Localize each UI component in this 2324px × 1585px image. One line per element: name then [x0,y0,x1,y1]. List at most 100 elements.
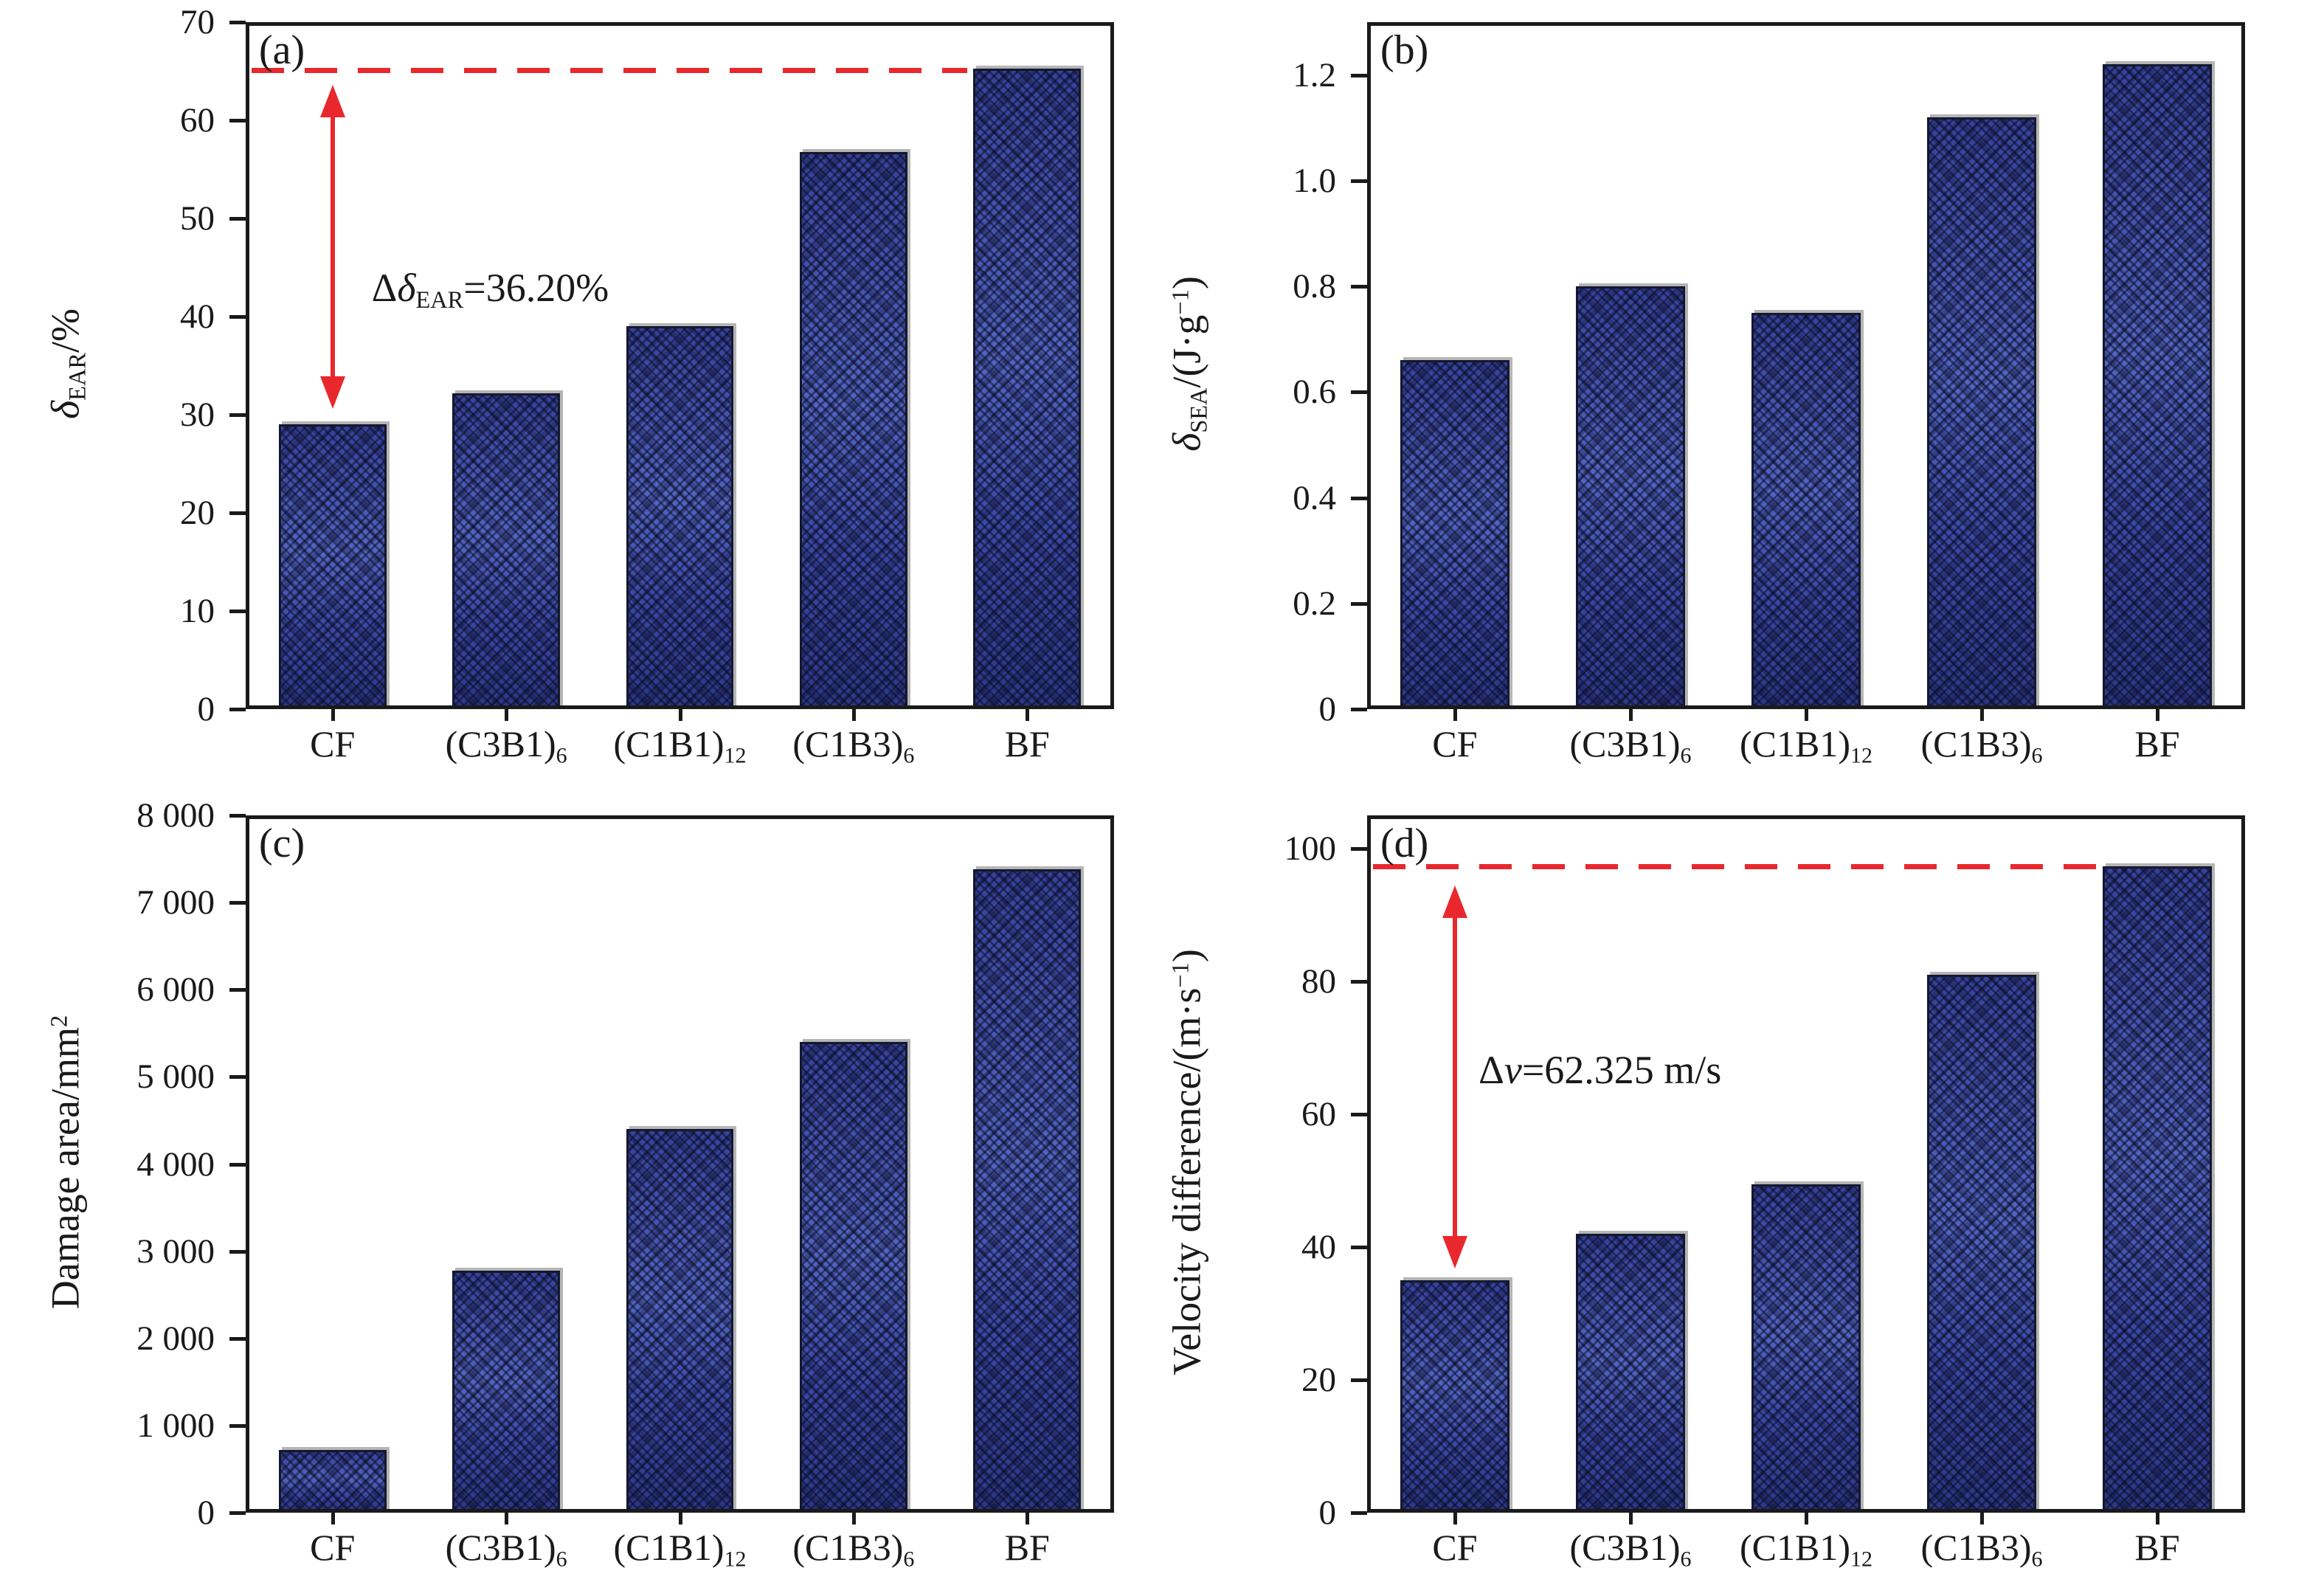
y-tick [229,315,246,319]
y-tick [229,988,246,992]
y-tick-label: 30 [180,396,215,434]
y-tick [229,814,246,818]
y-tick [229,21,246,24]
x-category-label: (C1B1)12 [613,1527,747,1572]
y-tick [229,1423,246,1428]
x-tick [331,1513,335,1524]
x-category-label: CF [310,723,356,764]
y-tick-label: 10 [180,592,215,630]
y-tick-label: 1 000 [136,1406,215,1445]
y-tick-label: 80 [1301,962,1336,1001]
y-tick-label: 60 [180,101,215,139]
arrow-line [330,111,335,382]
y-tick-label: 5 000 [136,1057,215,1097]
plot-frame-a [246,22,1114,709]
y-tick [1351,1511,1367,1515]
y-tick [229,217,246,221]
annotation: ΔδEAR=36.20% [371,265,609,314]
reference-dash-line [252,68,968,74]
y-tick-label: 70 [180,3,215,41]
plot-frame-c [246,815,1114,1513]
y-tick [1351,708,1367,711]
y-tick [229,119,246,122]
plot-frame-d [1367,815,2245,1513]
bar-CF [278,1449,387,1513]
y-tick [229,901,246,905]
x-tick [851,1513,856,1524]
x-category-label: CF [1432,723,1478,764]
bar-C1B36 [1927,117,2036,709]
x-tick [1629,1513,1633,1524]
y-tick-label: 3 000 [136,1232,215,1271]
bar-C3B16 [1576,1234,1685,1513]
bar-BF [973,869,1082,1513]
y-tick [229,1511,246,1515]
bar-C3B16 [452,1270,561,1513]
x-tick [1629,709,1633,721]
bar-C1B36 [1927,975,2036,1513]
bar-C3B16 [452,393,561,709]
y-axis-title: Damage area/mm2 [43,1015,87,1309]
y-axis-title: Velocity difference/(m·s−1) [1164,948,1208,1375]
bar-C1B112 [1751,312,1861,709]
y-tick [1351,980,1367,984]
x-category-label: BF [2134,1527,2180,1568]
y-tick [1351,601,1367,606]
y-tick-label: 0 [1318,690,1337,728]
panel-tag: (b) [1380,27,1429,73]
x-category-label: CF [310,1527,356,1568]
x-category-label: BF [1004,723,1050,764]
x-category-label: (C3B1)6 [445,1527,567,1572]
y-tick [1351,285,1367,289]
y-tick-label: 20 [180,494,215,532]
bar-C1B112 [1751,1184,1861,1513]
y-axis-title: δSEA/(J·g−1) [1164,275,1213,452]
y-tick [1351,1113,1367,1116]
x-category-label: CF [1432,1527,1478,1568]
panel-tag: (c) [259,821,305,866]
bar-C1B36 [799,1042,907,1513]
y-tick [1351,496,1367,500]
bar-C1B112 [626,1129,734,1513]
arrow-head-down [319,376,345,410]
bar-CF [278,424,387,709]
reference-dash-line [1373,864,2098,870]
x-tick [331,709,335,721]
y-tick [1351,847,1367,851]
y-tick-label: 8 000 [136,796,215,835]
y-tick-label: 7 000 [136,883,215,922]
arrow-head-down [1442,1235,1467,1268]
x-tick [1453,709,1457,721]
x-tick [1453,1513,1457,1524]
x-category-label: BF [2134,723,2180,764]
arrow-line [1453,911,1457,1242]
x-category-label: (C1B3)6 [792,723,915,768]
y-tick-label: 0 [197,1494,215,1532]
bar-CF [1400,360,1509,709]
y-tick-label: 6 000 [136,970,215,1009]
x-category-label: (C1B3)6 [1920,1527,2043,1572]
y-tick [229,511,246,515]
x-tick [1805,709,1808,721]
x-tick [1805,1513,1808,1524]
y-tick-label: 0 [197,690,215,728]
x-category-label: BF [1004,1527,1050,1568]
x-tick [2156,709,2159,721]
x-tick [1980,1513,1984,1524]
y-axis-title: δEAR/% [43,308,91,419]
panel-tag: (d) [1380,821,1429,866]
x-category-label: (C1B1)12 [613,723,747,768]
y-tick-label: 0 [1318,1494,1337,1532]
y-tick-label: 60 [1301,1095,1336,1133]
x-tick [1026,709,1030,721]
y-tick-label: 4 000 [136,1144,215,1184]
x-category-label: (C1B1)12 [1740,723,1872,768]
y-tick [1351,1378,1367,1382]
bar-C1B36 [799,151,907,709]
y-tick-label: 20 [1301,1361,1336,1399]
bar-C1B112 [626,326,734,709]
y-tick [229,413,246,417]
x-tick [678,1513,682,1524]
y-tick [229,1336,246,1341]
